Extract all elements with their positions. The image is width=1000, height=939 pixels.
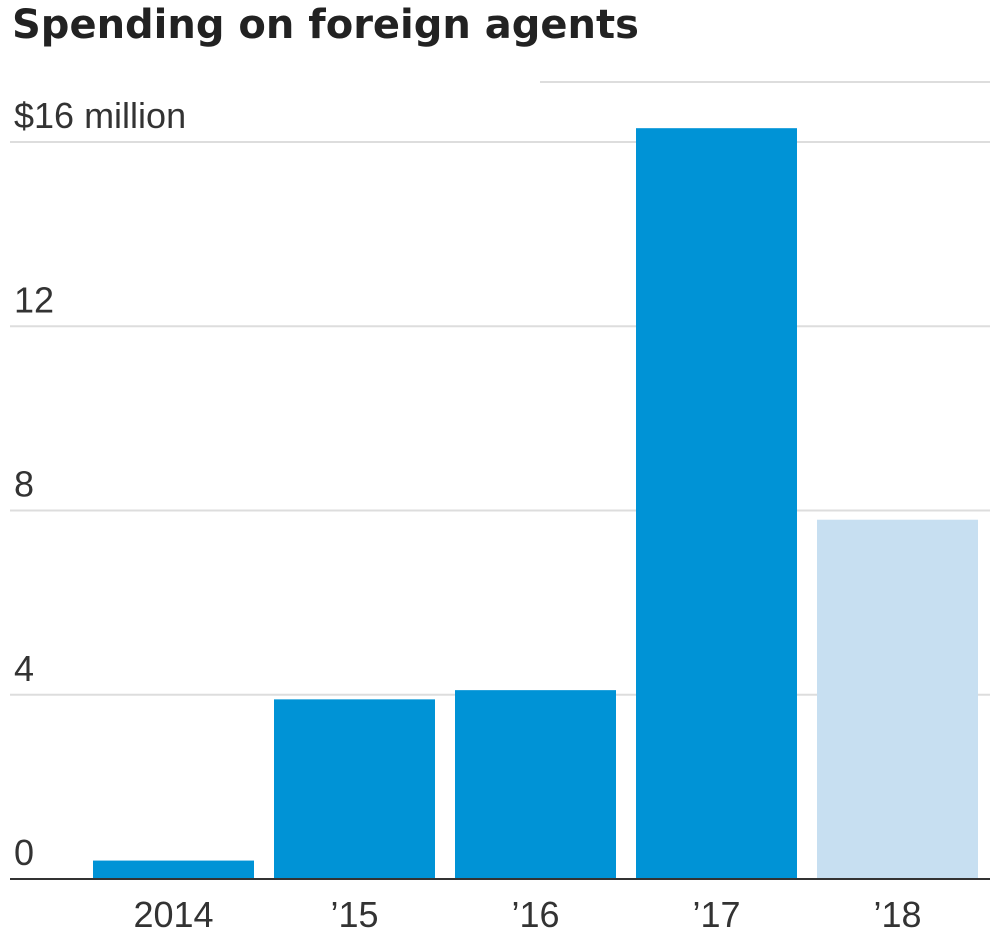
bars xyxy=(93,128,978,879)
bar xyxy=(455,690,616,879)
x-tick-label: ’15 xyxy=(330,894,378,935)
chart-title: Spending on foreign agents xyxy=(12,2,639,48)
x-tick-labels: 2014 ’15 ’16 ’17 ’18 xyxy=(133,894,921,935)
y-tick-labels: 0 4 8 12 $16 million xyxy=(14,95,186,873)
y-tick-label: 12 xyxy=(14,279,54,320)
y-tick-label: 8 xyxy=(14,464,34,505)
bar xyxy=(817,519,978,879)
x-tick-label: ’18 xyxy=(873,894,921,935)
bar xyxy=(636,128,797,879)
x-tick-label: ’17 xyxy=(692,894,740,935)
y-tick-label: 4 xyxy=(14,648,34,689)
bar xyxy=(93,860,254,879)
x-tick-label: ’16 xyxy=(511,894,559,935)
y-tick-label: $16 million xyxy=(14,95,186,136)
y-tick-label: 0 xyxy=(14,832,34,873)
x-tick-label: 2014 xyxy=(133,894,213,935)
bar xyxy=(274,699,435,879)
